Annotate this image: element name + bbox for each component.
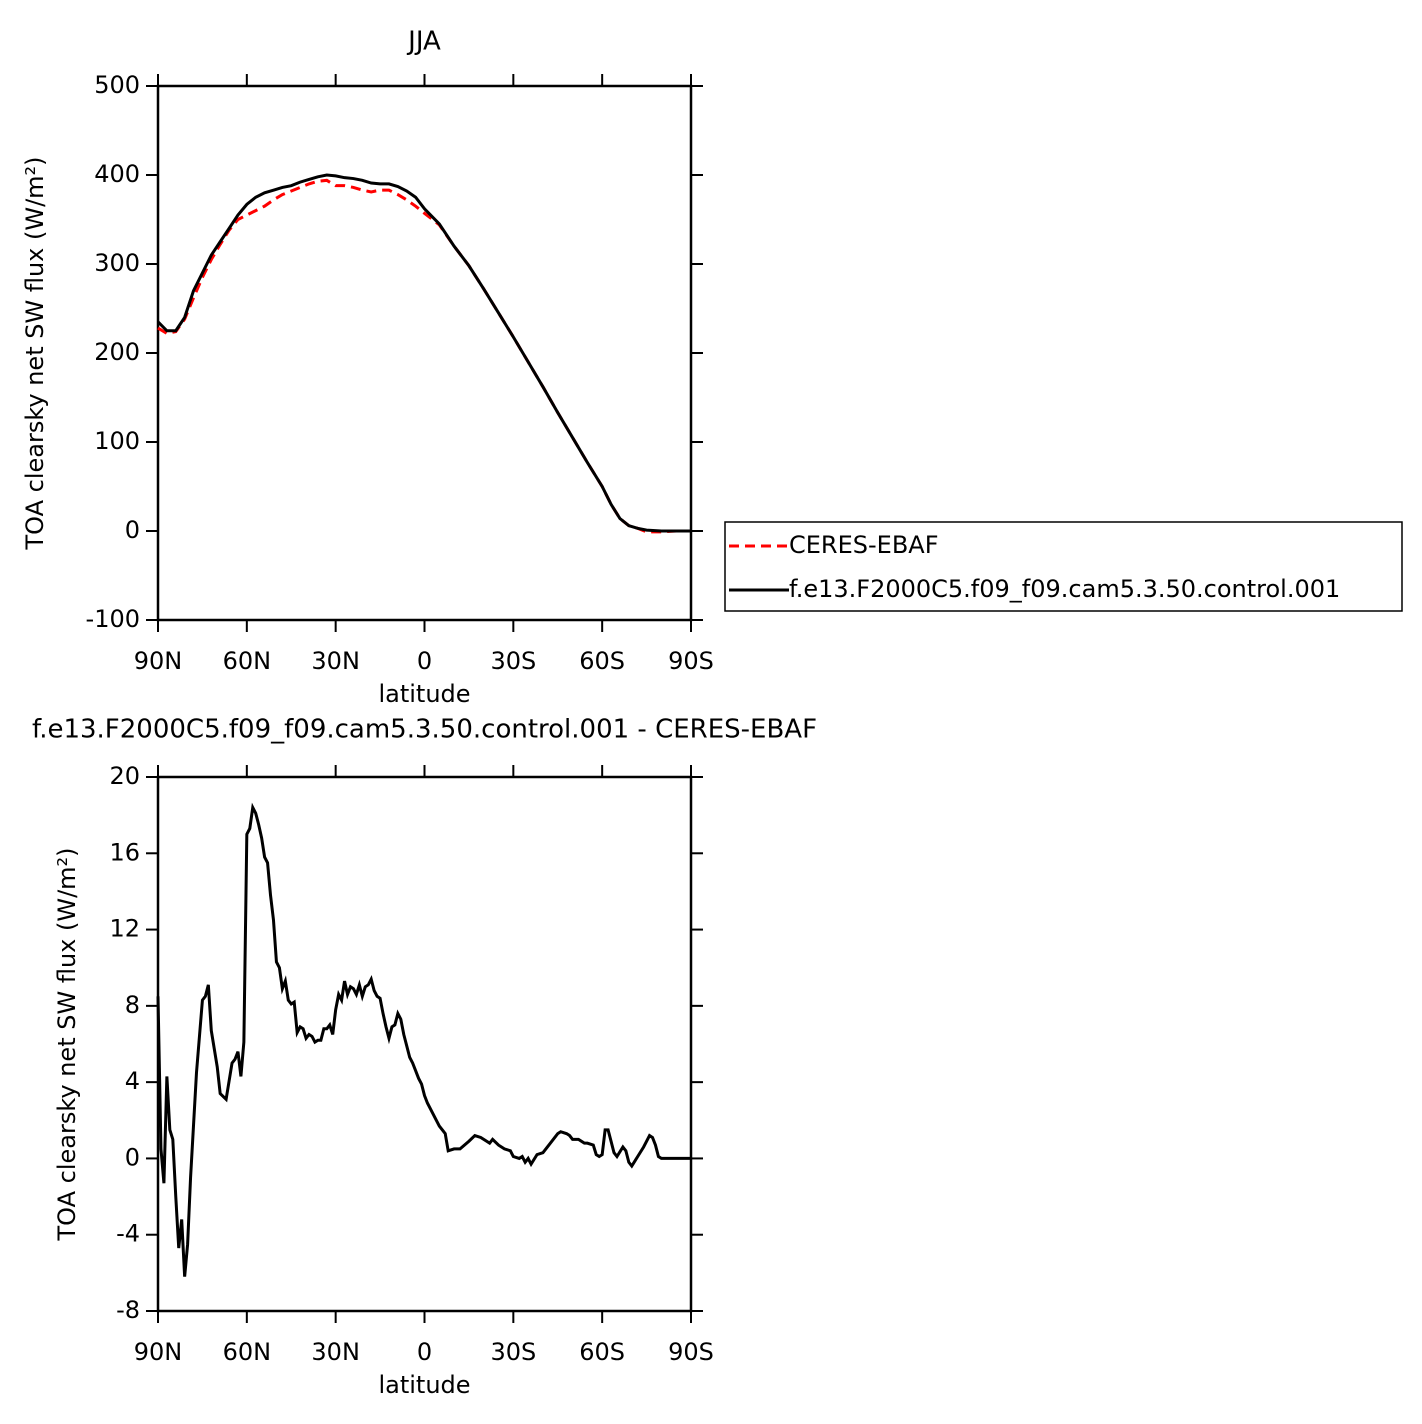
y-axis-label: TOA clearsky net SW flux (W/m²) [21,156,49,550]
y-tick-label: 16 [109,838,140,866]
y-tick-label: 200 [94,338,140,366]
legend-label: f.e13.F2000C5.f09_f09.cam5.3.50.control.… [789,575,1340,603]
x-tick-label: 90S [668,1338,714,1366]
y-tick-label: -100 [86,605,140,633]
y-tick-label: 20 [109,762,140,790]
data-line [156,802,691,1277]
y-tick-label: 8 [125,991,140,1019]
y-tick-label: 400 [94,160,140,188]
y-tick-label: 12 [109,915,140,943]
x-tick-label: 90N [134,1338,183,1366]
y-tick-label: 100 [94,427,140,455]
plot-frame [156,84,693,622]
x-tick-label: 60S [579,1338,625,1366]
chart-title: JJA [406,27,441,57]
x-tick-label: 60S [579,647,625,675]
x-tick-label: 90N [134,647,183,675]
y-tick-label: 4 [125,1067,140,1095]
x-axis-label: latitude [378,680,470,708]
x-tick-label: 30N [311,1338,360,1366]
x-tick-label: 0 [417,647,432,675]
x-axis-label: latitude [378,1371,470,1399]
x-tick-label: 30S [490,647,536,675]
plot-frame [156,775,693,1313]
x-tick-label: 90S [668,647,714,675]
x-tick-label: 30N [311,647,360,675]
y-tick-label: -4 [116,1220,140,1248]
data-line [157,178,691,534]
legend: CERES-EBAF f.e13.F2000C5.f09_f09.cam5.3.5… [724,521,1403,612]
y-tick-label: 0 [125,516,140,544]
legend-label: CERES-EBAF [789,531,939,559]
y-tick-label: 500 [94,71,140,99]
x-tick-label: 0 [417,1338,432,1366]
y-axis-label: TOA clearsky net SW flux (W/m²) [53,847,81,1241]
chart-title: f.e13.F2000C5.f09_f09.cam5.3.50.control.… [32,715,817,745]
y-tick-label: 300 [94,249,140,277]
y-tick-label: -8 [116,1296,140,1324]
legend-box [724,521,1403,612]
x-tick-label: 60N [223,647,272,675]
x-tick-label: 60N [223,1338,272,1366]
x-tick-label: 30S [490,1338,536,1366]
data-line [156,173,691,533]
y-tick-label: 0 [125,1143,140,1171]
